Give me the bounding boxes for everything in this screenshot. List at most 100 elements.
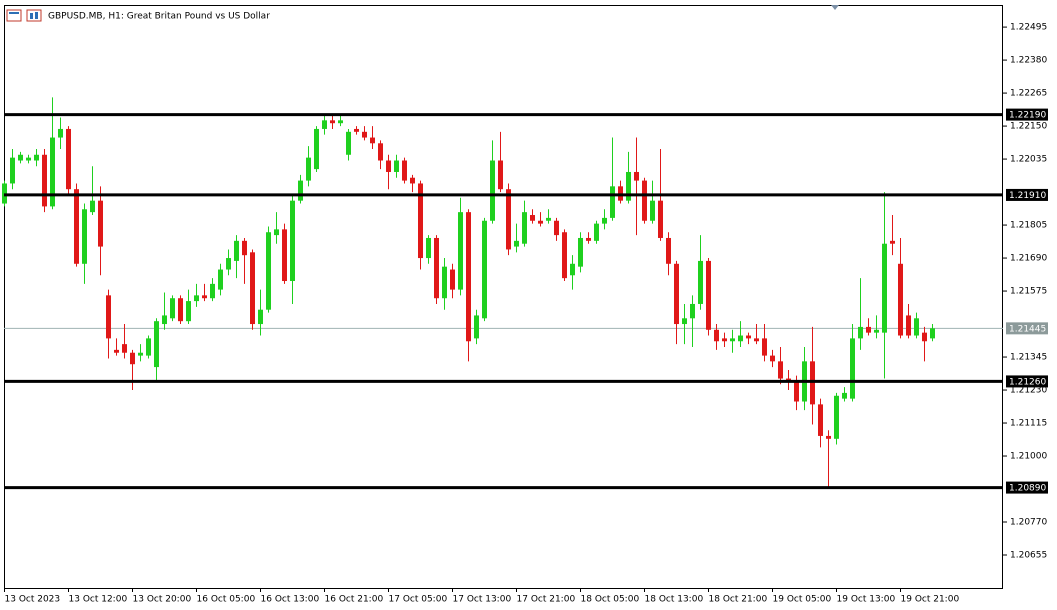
candle-body [538,220,543,224]
y-tick-label: 1.20770 [1010,518,1047,528]
candle-body [378,143,383,161]
candle-body [266,232,271,310]
candle-body [874,329,879,333]
candle-body [122,344,127,353]
candle-body [258,309,263,325]
y-tick-label: 1.21000 [1010,452,1047,462]
candle-body [242,240,247,256]
candle-body [794,381,799,402]
candle-body [602,217,607,224]
candle-body [866,326,871,333]
candle-body [362,131,367,138]
candle-body [722,338,727,342]
y-tick-label: 1.21345 [1010,353,1047,363]
candle-body [906,315,911,336]
candle-body [682,318,687,325]
symbol-icons [6,9,42,22]
candle-body [402,160,407,181]
candle-body [842,392,847,399]
candle-body [330,120,335,124]
candle-body [74,189,79,264]
candle-body [418,183,423,259]
candle-body [210,283,215,299]
candle-body [706,260,711,330]
candle-body [594,223,599,241]
candle-body [234,240,239,261]
candle-body [474,315,479,339]
candle-body [130,352,135,365]
level-label-box [1006,481,1048,494]
candle-body [746,335,751,339]
icon [35,12,38,19]
candle-body [522,212,527,244]
candle-body [834,395,839,439]
candle-body [690,303,695,319]
candle-body [818,404,823,436]
icon [9,12,19,14]
y-tick-label: 1.21690 [1010,254,1047,264]
candle-body [370,137,375,144]
y-tick-label: 1.22495 [1010,23,1047,33]
candle-body [410,177,415,184]
candle-body [218,269,223,290]
candle-body [66,128,71,190]
candle-body [346,131,351,155]
x-tick-label: 16 Oct 21:00 [325,595,384,605]
candle-body [626,171,631,201]
candle-body [762,338,767,356]
candle-body [506,189,511,250]
candle-body [482,220,487,319]
candle-body [34,154,39,161]
candle-body [562,232,567,279]
x-tick-label: 13 Oct 12:00 [69,595,128,605]
y-tick-label: 1.21115 [1010,419,1047,429]
candle-body [274,229,279,236]
level-label: 1.22190 [1009,111,1046,121]
candle-body [666,237,671,264]
x-tick-label: 17 Oct 05:00 [389,595,448,605]
y-tick-label: 1.21230 [1010,386,1047,396]
y-tick-label: 1.22265 [1010,89,1047,99]
candle-body [170,298,175,319]
candle-body [82,209,87,264]
icon [26,9,42,22]
candle-body [338,120,343,124]
candle-body [58,128,63,138]
candle-body [10,157,15,184]
y-tick-label: 1.21575 [1010,287,1047,297]
candle-body [890,240,895,244]
candle-body [106,295,111,339]
candle-body [642,180,647,221]
candle-body [450,269,455,290]
candle-body [586,237,591,241]
candle-body [226,258,231,270]
level-label: 1.21260 [1009,377,1046,387]
candle-body [26,157,31,161]
candle-body [530,215,535,221]
x-tick-label: 17 Oct 13:00 [453,595,512,605]
y-tick-label: 1.20655 [1010,551,1047,561]
candle-body [514,240,519,247]
candle-body [634,171,639,181]
x-tick-label: 13 Oct 2023 [5,595,61,605]
candle-body [434,237,439,299]
candle-body [898,263,903,336]
x-tick-label: 19 Oct 21:00 [901,595,960,605]
x-tick-label: 19 Oct 05:00 [773,595,832,605]
x-tick-label: 16 Oct 05:00 [197,595,256,605]
candle-body [738,335,743,342]
y-tick-label: 1.22380 [1010,56,1047,66]
candle-body [554,220,559,236]
candle-body [578,237,583,267]
price-label: 1.21445 [1009,324,1046,334]
candle-body [858,326,863,339]
x-tick-label: 16 Oct 13:00 [261,595,320,605]
icon [6,9,22,22]
candle-body [162,315,167,325]
candle-body [754,338,759,342]
candle-body [658,200,663,238]
candle-body [770,355,775,362]
candle-body [650,200,655,221]
candle-body [882,243,887,333]
